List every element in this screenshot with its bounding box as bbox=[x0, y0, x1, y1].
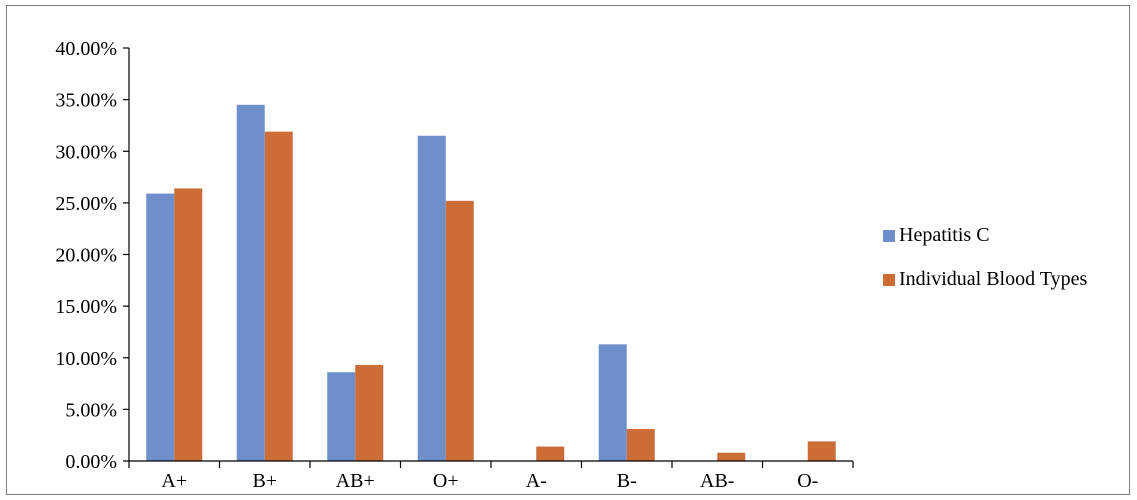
bar-individual-blood-types-abpos bbox=[355, 364, 384, 461]
legend-item-hepatitis-c: Hepatitis C bbox=[883, 224, 990, 247]
bar-individual-blood-types-opos bbox=[445, 200, 474, 461]
x-tick-label: O+ bbox=[433, 470, 459, 492]
bar-individual-blood-types-oneg bbox=[807, 441, 836, 461]
y-tick-label: 0.00% bbox=[65, 451, 117, 473]
y-tick-label: 25.00% bbox=[55, 193, 117, 215]
bar-individual-blood-types-apos bbox=[174, 188, 203, 462]
x-tick-label: B- bbox=[617, 470, 637, 492]
legend-item-individual-blood-types: Individual Blood Types bbox=[883, 268, 1087, 291]
x-tick-label: AB- bbox=[700, 470, 734, 492]
bar-hepatitis-c-bneg bbox=[598, 344, 627, 461]
bar-hepatitis-c-abpos bbox=[327, 372, 356, 461]
x-tick-label: A- bbox=[526, 470, 547, 492]
x-tick-label: B+ bbox=[252, 470, 277, 492]
bar-individual-blood-types-aneg bbox=[536, 446, 565, 461]
legend-swatch-hepatitis-c bbox=[883, 229, 895, 242]
chart-frame: 0.00% 5.00% 10.00% 15.00% 20.00% 25.00% 30.00%… bbox=[6, 5, 1130, 495]
x-tick-label: O- bbox=[797, 470, 818, 492]
bar-chart: 0.00% 5.00% 10.00% 15.00% 20.00% 25.00% 30.00%… bbox=[55, 38, 854, 492]
x-tick-label: AB+ bbox=[336, 470, 375, 492]
bar-individual-blood-types-bneg bbox=[626, 428, 655, 461]
y-tick-label: 15.00% bbox=[55, 296, 117, 318]
bar-hepatitis-c-opos bbox=[417, 135, 446, 461]
bar-hepatitis-c-bpos bbox=[236, 104, 265, 461]
y-tick-label: 10.00% bbox=[55, 348, 117, 370]
legend-swatch-individual-blood-types bbox=[883, 273, 895, 286]
y-tick-label: 20.00% bbox=[55, 245, 117, 267]
bar-hepatitis-c-apos bbox=[146, 193, 175, 461]
y-tick-label: 5.00% bbox=[65, 399, 117, 421]
y-tick-label: 40.00% bbox=[55, 38, 117, 60]
y-tick-label: 35.00% bbox=[55, 90, 117, 112]
legend-label-individual-blood-types: Individual Blood Types bbox=[899, 268, 1088, 290]
bar-individual-blood-types-bpos bbox=[264, 131, 293, 461]
legend-label-hepatitis-c: Hepatitis C bbox=[899, 224, 990, 246]
bar-individual-blood-types-abneg bbox=[717, 452, 746, 461]
y-tick-label: 30.00% bbox=[55, 141, 117, 163]
x-tick-label: A+ bbox=[161, 470, 187, 492]
